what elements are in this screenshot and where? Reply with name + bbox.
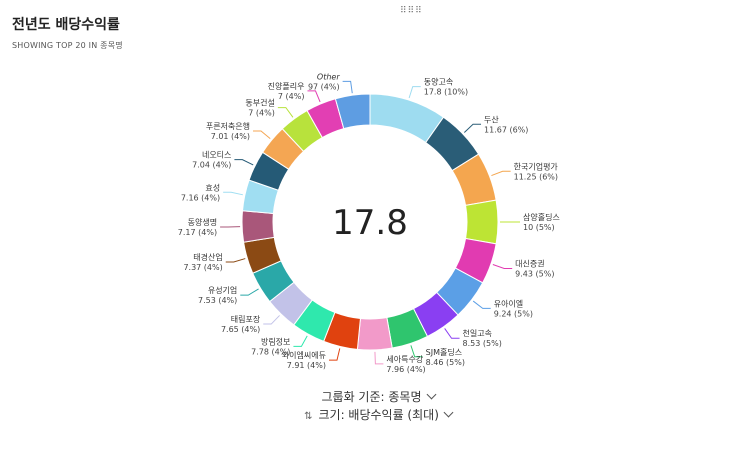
chart-subtitle: SHOWING TOP 20 IN 종목명 [12, 41, 123, 50]
chevron-down-icon [443, 407, 454, 418]
donut-slice-20[interactable] [334, 93, 371, 130]
slice-name-label-12: 유성기업 [208, 286, 237, 295]
slice-value-label-8: 7.96 (4%) [386, 365, 425, 374]
slice-name-label-0: 동양고속 [424, 78, 453, 87]
slice-value-label-11: 7.65 (4%) [221, 325, 260, 334]
leader-line-12 [240, 288, 259, 296]
slice-name-label-4: 대신증권 [515, 258, 544, 268]
slice-value-label-5: 9.24 (5%) [494, 309, 533, 318]
slice-name-label-15: 효성 [205, 183, 220, 192]
drag-handle-icon[interactable]: ⠿⠿⠿ [400, 6, 423, 16]
size-by-dropdown[interactable]: ⇅ 크기: 배당수익률 (최대) [0, 406, 756, 423]
slice-name-label-10: 방림정보 [261, 336, 290, 346]
leader-line-19 [307, 90, 321, 103]
slice-name-label-1: 두산 [484, 114, 499, 124]
slice-value-label-19: 7 (4%) [278, 92, 305, 101]
leader-line-9 [328, 348, 341, 361]
size-by-label: 크기: 배당수익률 (최대) [318, 408, 439, 422]
leader-line-6 [444, 328, 460, 339]
slice-name-label-14: 동양생명 [188, 217, 217, 227]
slice-name-label-17: 푸른저축은행 [206, 121, 250, 131]
slice-value-label-2: 11.25 (6%) [514, 172, 558, 181]
donut-slice-14[interactable] [241, 210, 275, 243]
slice-value-label-7: 8.46 (5%) [426, 358, 465, 367]
slice-value-label-14: 7.17 (4%) [178, 228, 217, 237]
slice-name-label-2: 한국기업평가 [514, 161, 559, 171]
leader-line-2 [491, 170, 511, 177]
slice-name-label-8: 세아특수강 [386, 354, 423, 364]
slice-name-label-13: 태경산업 [193, 252, 222, 262]
slice-value-label-10: 7.78 (4%) [251, 347, 290, 356]
leader-line-4 [492, 264, 513, 269]
slice-value-label-0: 17.8 (10%) [424, 88, 468, 97]
center-value: 17.8 [332, 203, 408, 243]
slice-value-label-9: 7.91 (4%) [287, 361, 326, 370]
slice-value-label-4: 9.43 (5%) [515, 269, 554, 278]
slice-name-label-5: 유아이엘 [494, 298, 523, 308]
leader-line-16 [234, 159, 254, 166]
donut-slice-8[interactable] [356, 316, 393, 351]
slice-value-label-6: 8.53 (5%) [463, 339, 502, 348]
group-by-dropdown[interactable]: 그룹화 기준: 종목명 [0, 388, 756, 405]
leader-line-8 [374, 351, 384, 365]
slice-name-label-7: SJM홀딩스 [426, 347, 462, 357]
slice-name-label-18: 동부건설 [245, 98, 274, 108]
slice-value-label-3: 10 (5%) [523, 223, 555, 232]
slice-value-label-12: 7.53 (4%) [198, 296, 237, 305]
slice-value-label-15: 7.16 (4%) [181, 193, 220, 202]
slice-value-label-17: 7.01 (4%) [211, 132, 250, 141]
donut-slice-3[interactable] [464, 199, 499, 245]
slice-name-label-20: Other [317, 72, 340, 81]
leader-line-18 [277, 107, 294, 118]
leader-line-15 [223, 191, 243, 196]
slice-name-label-16: 네오티스 [202, 151, 231, 160]
chevron-down-icon [426, 389, 436, 400]
leader-line-20 [342, 80, 353, 94]
slice-name-label-11: 태림포장 [231, 314, 261, 324]
slice-value-label-13: 7.37 (4%) [183, 263, 222, 272]
leader-line-5 [472, 300, 491, 309]
slice-name-label-19: 진양폴리우 [268, 81, 305, 91]
leader-line-1 [463, 123, 482, 133]
leader-line-17 [253, 130, 271, 140]
leader-line-10 [293, 335, 308, 347]
slice-name-label-3: 삼양홀딩스 [523, 212, 560, 222]
slice-value-label-1: 11.67 (6%) [484, 125, 528, 134]
leader-line-13 [225, 258, 246, 263]
chart-title: 전년도 배당수익률 [12, 17, 120, 33]
leader-line-7 [410, 345, 423, 358]
slice-value-label-16: 7.04 (4%) [192, 161, 231, 170]
leader-line-0 [408, 86, 421, 99]
slice-name-label-9: 와이엠씨에듀 [282, 350, 326, 360]
bar-size-icon: ⇅ [304, 411, 313, 422]
slice-value-label-18: 7 (4%) [248, 109, 275, 118]
leader-line-11 [263, 315, 280, 325]
slice-name-label-6: 천일고속 [463, 328, 492, 338]
group-by-label: 그룹화 기준: 종목명 [321, 390, 422, 404]
slice-value-label-20: 97 (4%) [308, 82, 340, 91]
